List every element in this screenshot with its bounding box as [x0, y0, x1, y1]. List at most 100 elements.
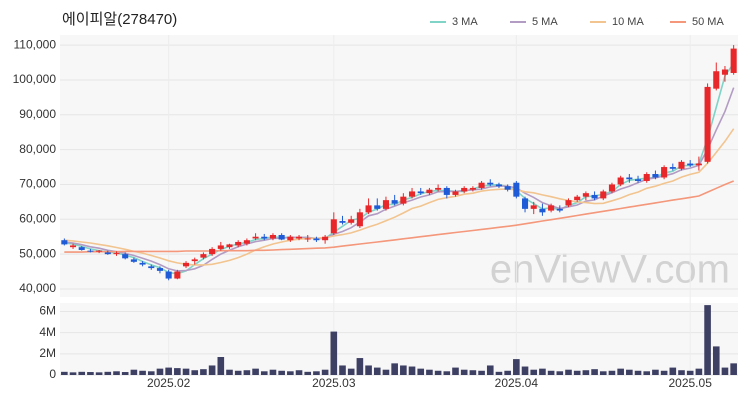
candle-body: [200, 254, 207, 258]
candle-body: [582, 193, 589, 197]
legend-label: 10 MA: [612, 16, 644, 28]
candle-body: [556, 208, 563, 211]
candle-body: [417, 191, 424, 194]
candle-body: [435, 187, 442, 190]
volume-bar: [565, 369, 572, 375]
candle-body: [122, 254, 129, 259]
volume-bar: [669, 367, 677, 375]
volume-bar: [382, 369, 390, 375]
candle-body: [87, 250, 94, 252]
candle-body: [165, 271, 172, 279]
volume-bar: [591, 369, 598, 375]
volume-bar: [95, 372, 103, 375]
candle-body: [704, 86, 711, 162]
volume-bar: [573, 370, 581, 375]
volume-bar: [721, 367, 729, 375]
candle-body: [278, 234, 285, 240]
volume-bar: [321, 369, 329, 375]
candle-body: [252, 236, 259, 239]
candle-body: [209, 248, 216, 255]
candle-body: [713, 71, 720, 89]
candle-body: [322, 236, 329, 241]
volume-bar: [695, 368, 703, 375]
candle-body: [348, 219, 355, 223]
volume-bar: [652, 369, 659, 375]
candle-body: [295, 236, 303, 239]
candle-body: [69, 245, 77, 248]
candle-body: [78, 247, 85, 250]
candle-body: [521, 198, 529, 209]
volume-bar: [634, 370, 642, 375]
candle-body: [513, 182, 520, 197]
candle-body: [191, 259, 198, 262]
volume-bar: [643, 371, 651, 375]
candle-body: [652, 174, 659, 178]
candle-body: [695, 163, 702, 166]
candle-body: [243, 240, 250, 244]
volume-bar: [504, 370, 511, 375]
candle-body: [634, 179, 642, 181]
y-tick-label: 6M: [39, 304, 56, 318]
candle-body: [130, 259, 137, 262]
candle-body: [408, 191, 416, 197]
candle-body: [96, 250, 103, 252]
volume-bar: [608, 370, 616, 375]
volume-bar: [217, 357, 225, 375]
volume-bar: [200, 369, 207, 375]
volume-bar: [252, 368, 259, 375]
candle-body: [539, 208, 546, 213]
candle-body: [400, 196, 407, 204]
volume-bar: [460, 369, 468, 375]
volume-bar: [226, 369, 233, 375]
volume-bar: [486, 365, 494, 375]
volume-bar: [174, 368, 181, 375]
volume-bar: [69, 372, 77, 375]
y-tick-label: 110,000: [14, 37, 57, 51]
candle-body: [61, 240, 68, 245]
volume-bar: [434, 370, 442, 375]
candle-body: [661, 167, 668, 178]
volume-bar: [400, 365, 407, 375]
volume-bar: [234, 370, 242, 375]
volume-bar: [156, 368, 164, 375]
volume-plot-bg: [60, 303, 738, 375]
candle-body: [339, 221, 346, 223]
candle-body: [548, 205, 555, 211]
candle-body: [730, 48, 737, 73]
volume-bar: [78, 371, 86, 375]
volume-bar: [147, 371, 155, 375]
ma-line: [64, 128, 735, 266]
volume-bar: [330, 331, 338, 375]
candle-body: [313, 238, 320, 241]
volume-bar: [426, 369, 433, 375]
candle-body: [687, 163, 694, 166]
candle-body: [139, 262, 146, 265]
y-tick-label: 90,000: [19, 107, 56, 121]
candle-body: [574, 196, 581, 201]
volume-bar: [539, 368, 546, 375]
candle-body: [287, 236, 294, 241]
candle-body: [174, 271, 181, 279]
candle-body: [391, 200, 398, 204]
volume-bar: [678, 370, 685, 375]
volume-bar: [660, 370, 668, 375]
candle-body: [478, 182, 485, 188]
volume-bar: [121, 372, 129, 375]
volume-bar: [626, 369, 633, 375]
volume-bar: [391, 363, 398, 375]
candle-body: [235, 241, 242, 246]
y-tick-label: 4M: [39, 325, 56, 339]
candle-body: [643, 174, 650, 181]
candle-body: [565, 200, 572, 206]
volume-bar: [547, 370, 555, 375]
volume-bar: [730, 363, 737, 375]
candle-body: [365, 205, 372, 213]
candle-body: [374, 205, 381, 209]
volume-bar: [556, 371, 564, 375]
volume-bar: [452, 367, 459, 375]
candle-body: [113, 253, 120, 255]
volume-bar: [139, 370, 146, 375]
candle-body: [426, 189, 433, 194]
candle-body: [504, 186, 511, 190]
